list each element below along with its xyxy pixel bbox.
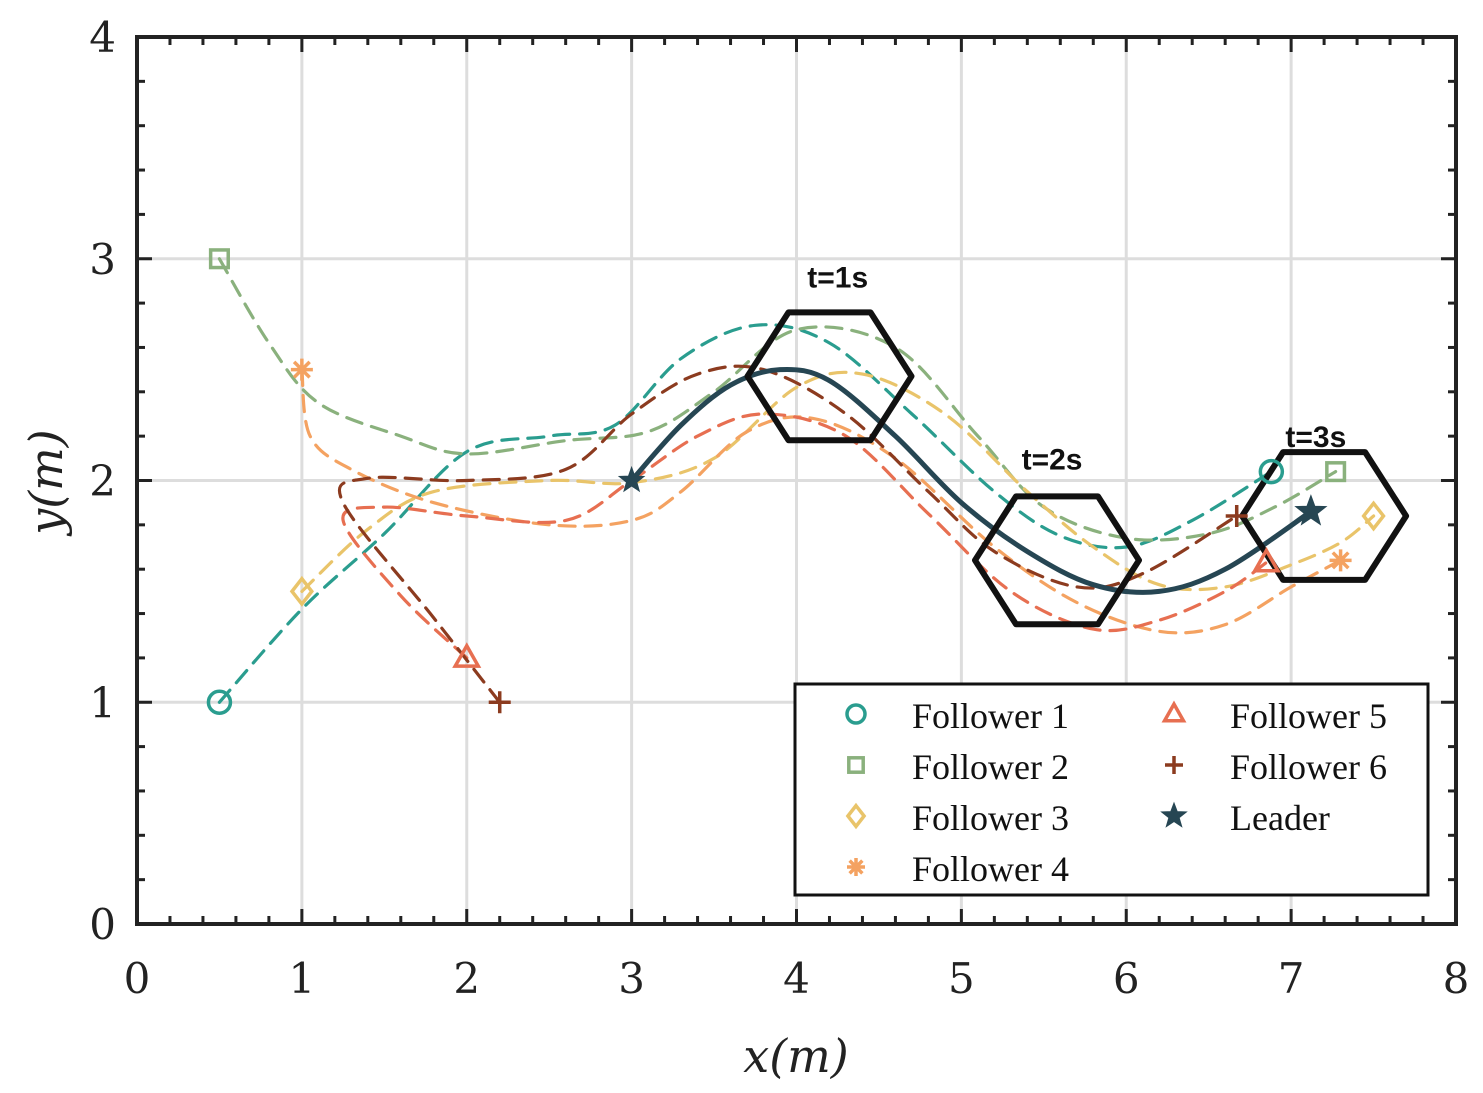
follower-3-end-marker-polygon	[1361, 500, 1386, 532]
legend-label-follower-5: Follower 5	[1230, 696, 1387, 736]
legend-marker-follower-4	[847, 858, 865, 876]
x-tick-label: 4	[783, 954, 810, 1003]
formation-hexagon-t-2s	[972, 493, 1142, 628]
follower-5-end-marker	[1251, 546, 1281, 573]
y-axis-label: y(m)	[19, 429, 73, 537]
time-annotation: t=2s	[1022, 443, 1083, 476]
legend-label-follower-1: Follower 1	[912, 696, 1069, 736]
follower-6-line	[337, 364, 1239, 704]
x-tick-label: 8	[1443, 954, 1470, 1003]
follower-4-end-marker	[1329, 549, 1352, 572]
follower-5-line	[341, 412, 1268, 660]
follower-2-start-marker-rect	[208, 248, 230, 270]
follower-2-end-marker	[1325, 461, 1347, 483]
legend-marker-follower-3-polygon	[845, 802, 867, 830]
legend-box	[793, 682, 1430, 897]
legend-marker-leader-polygon	[1160, 801, 1188, 828]
axis-ticks	[135, 35, 1458, 926]
series-markers	[206, 248, 1386, 715]
follower-2-start-marker	[208, 248, 230, 270]
legend-marker-follower-3	[845, 802, 867, 830]
follower-3-start-marker-polygon	[289, 575, 314, 607]
x-tick-label: 5	[948, 954, 975, 1003]
legend-label-follower-4: Follower 4	[912, 849, 1069, 889]
legend-marker-follower-4-path	[847, 858, 865, 876]
x-tick-label: 0	[124, 954, 151, 1003]
follower-6-start-marker	[488, 691, 511, 714]
leader-end-marker	[1294, 494, 1328, 526]
follower-6-end-marker	[1225, 504, 1248, 527]
follower-3-start-marker	[289, 575, 314, 607]
formation-hexagon-t-1s	[744, 309, 915, 444]
leader-start-marker-polygon	[617, 465, 646, 493]
leader-line	[629, 366, 1314, 595]
legend-marker-follower-1-circle	[845, 703, 867, 725]
legend-marker-follower-5	[1161, 700, 1187, 723]
legend-label-follower-2: Follower 2	[912, 747, 1069, 787]
x-tick-label: 7	[1278, 954, 1305, 1003]
y-tick-label: 0	[89, 900, 116, 949]
follower-1-start-marker-circle	[206, 689, 233, 715]
legend-marker-follower-2	[847, 756, 865, 774]
follower-6-start-marker-path	[488, 691, 511, 714]
x-tick-label: 6	[1113, 954, 1140, 1003]
follower-5-start-marker-polygon	[452, 642, 482, 668]
follower-5-start-marker	[452, 642, 482, 668]
follower-1-end-marker	[1258, 458, 1285, 485]
x-tick-label: 1	[289, 954, 316, 1003]
legend-marker-follower-1	[845, 703, 867, 725]
follower-3-end-marker	[1361, 500, 1386, 532]
follower-1-end-marker-circle	[1258, 458, 1285, 485]
y-tick-label: 4	[89, 13, 116, 62]
legend-label-leader: Leader	[1230, 798, 1330, 838]
follower-2-end-marker-rect	[1325, 461, 1347, 483]
x-axis-label: x(m)	[743, 1029, 848, 1083]
time-annotation: t=3s	[1285, 421, 1346, 454]
legend-marker-follower-6	[1165, 756, 1183, 774]
legend-label-follower-3: Follower 3	[912, 798, 1069, 838]
follower-4-end-marker-path	[1329, 549, 1352, 572]
follower-4-line	[300, 368, 1343, 635]
legend-marker-leader	[1160, 801, 1188, 828]
follower-4-start-marker	[290, 358, 313, 381]
x-tick-label: 2	[453, 954, 480, 1003]
legend-marker-follower-5-polygon	[1161, 700, 1187, 723]
follower-1-line	[217, 323, 1273, 704]
x-tick-label: 3	[618, 954, 645, 1003]
follower-4-start-marker-path	[290, 358, 313, 381]
y-tick-label: 2	[89, 457, 116, 506]
tick-labels: 0 1 2 3 4 5 6 7 8 0 1 2 3 4	[89, 13, 1469, 1003]
leader-end-marker-polygon	[1294, 494, 1328, 526]
annotations: t=1s t=2s t=3s	[807, 262, 1346, 477]
y-tick-label: 1	[89, 678, 116, 727]
follower-1-start-marker	[206, 689, 233, 715]
time-annotation: t=1s	[807, 262, 868, 295]
follower-5-end-marker-polygon	[1251, 546, 1281, 573]
legend: Follower 1 Follower 2 Follower 3 Follower 4…	[793, 682, 1430, 897]
y-tick-label: 3	[89, 235, 116, 284]
legend-label-follower-6: Follower 6	[1230, 747, 1387, 787]
leader-start-marker	[617, 465, 646, 493]
follower-6-end-marker-path	[1225, 504, 1248, 527]
legend-marker-follower-6-path	[1165, 756, 1183, 774]
legend-marker-follower-2-rect	[847, 756, 865, 774]
